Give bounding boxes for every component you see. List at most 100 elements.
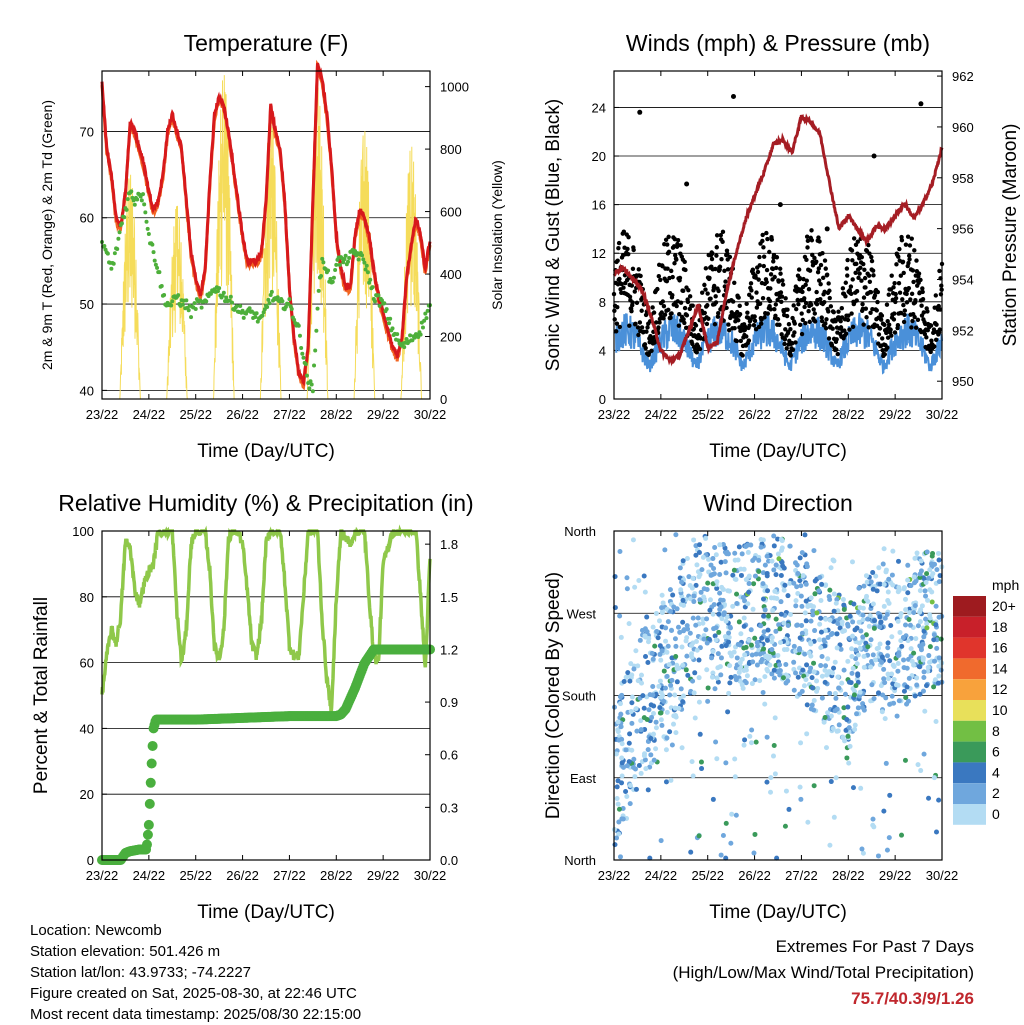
- gust-point: [705, 291, 710, 296]
- direction-point: [734, 591, 740, 597]
- gust-point: [905, 234, 911, 239]
- direction-point: [712, 544, 718, 550]
- direction-point: [669, 742, 675, 748]
- direction-point: [703, 535, 709, 541]
- y-tick-label-right: 962: [952, 69, 974, 84]
- dewpoint-point: [265, 304, 270, 309]
- y-axis-label-right: Solar Insolation (Yellow): [489, 160, 505, 310]
- gust-point: [843, 294, 848, 299]
- direction-point: [850, 633, 856, 639]
- direction-point: [705, 580, 711, 586]
- direction-point: [663, 625, 669, 631]
- direction-point: [927, 615, 933, 621]
- direction-point: [653, 746, 659, 752]
- direction-point: [676, 705, 682, 711]
- y-axis-label-left: 2m & 9m T (Red, Orange) & 2m Td (Green): [39, 100, 55, 370]
- direction-point: [885, 676, 891, 682]
- direction-point: [629, 672, 635, 678]
- direction-point: [828, 779, 834, 785]
- gust-point: [898, 310, 904, 316]
- direction-point: [632, 774, 638, 780]
- direction-point: [654, 628, 660, 634]
- dewpoint-point: [169, 303, 174, 308]
- direction-point: [619, 773, 625, 779]
- direction-point: [785, 678, 791, 684]
- direction-point: [775, 652, 781, 658]
- direction-point: [776, 622, 782, 628]
- gust-point: [737, 311, 743, 317]
- direction-point: [646, 636, 652, 642]
- y-axis-label-right: Station Pressure (Maroon): [1000, 124, 1021, 347]
- gust-point: [786, 322, 792, 327]
- dewpoint-point: [102, 244, 107, 249]
- gust-point: [768, 307, 773, 312]
- gust-point: [823, 326, 829, 331]
- direction-point: [929, 599, 935, 605]
- direction-point: [729, 811, 735, 817]
- direction-point: [626, 759, 632, 765]
- direction-point: [799, 630, 805, 636]
- direction-point: [836, 685, 842, 691]
- direction-point: [936, 655, 942, 661]
- x-tick-label: 30/22: [414, 407, 447, 422]
- direction-point: [696, 549, 702, 555]
- direction-point: [818, 645, 824, 651]
- direction-point: [743, 644, 749, 650]
- direction-point: [663, 747, 669, 753]
- direction-point: [710, 648, 716, 654]
- gust-point: [719, 257, 724, 262]
- gust-point: [704, 321, 710, 327]
- legend-label: 0: [992, 806, 1000, 822]
- gust-point: [803, 282, 808, 288]
- gust-point: [713, 266, 718, 272]
- direction-point: [868, 637, 874, 643]
- direction-point: [754, 662, 760, 668]
- direction-point: [734, 655, 740, 661]
- direction-point: [828, 713, 834, 719]
- direction-point: [819, 654, 825, 660]
- gust-point: [899, 234, 904, 240]
- dewpoint-point: [146, 231, 151, 236]
- direction-point: [906, 617, 912, 623]
- direction-point: [739, 551, 745, 557]
- direction-point: [700, 620, 706, 626]
- direction-point: [854, 711, 860, 717]
- direction-point: [680, 558, 686, 564]
- direction-point: [741, 623, 747, 629]
- direction-point: [694, 647, 700, 653]
- dewpoint-point: [320, 256, 325, 261]
- direction-point: [851, 692, 857, 698]
- x-tick-label: 30/22: [926, 407, 959, 422]
- gust-point: [765, 311, 770, 316]
- gust-point: [897, 246, 902, 252]
- direction-point: [829, 631, 835, 637]
- y-tick-label: 16: [592, 198, 606, 213]
- gust-point: [900, 259, 906, 264]
- gust-point: [708, 296, 713, 301]
- direction-point: [758, 659, 764, 665]
- direction-point: [876, 690, 882, 696]
- direction-point: [668, 777, 674, 783]
- y-tick-label: 20: [80, 787, 94, 802]
- gust-point: [902, 312, 907, 317]
- gust-point: [845, 273, 850, 278]
- direction-point: [690, 575, 696, 581]
- gust-point: [798, 322, 803, 328]
- rainfall-point: [145, 777, 156, 788]
- direction-point: [617, 613, 623, 619]
- direction-point: [825, 710, 831, 716]
- gust-point: [802, 304, 807, 310]
- dewpoint-point: [321, 260, 326, 265]
- gust-point: [891, 285, 896, 290]
- gust-point: [896, 254, 901, 259]
- gust-point: [636, 332, 641, 338]
- direction-point: [691, 537, 697, 543]
- direction-point: [675, 624, 681, 630]
- direction-point: [667, 692, 673, 698]
- gust-point: [933, 337, 939, 342]
- gust-point: [714, 233, 720, 238]
- direction-point: [822, 715, 828, 721]
- direction-point: [871, 696, 877, 702]
- direction-point: [826, 669, 832, 675]
- legend-label: 4: [992, 764, 1000, 780]
